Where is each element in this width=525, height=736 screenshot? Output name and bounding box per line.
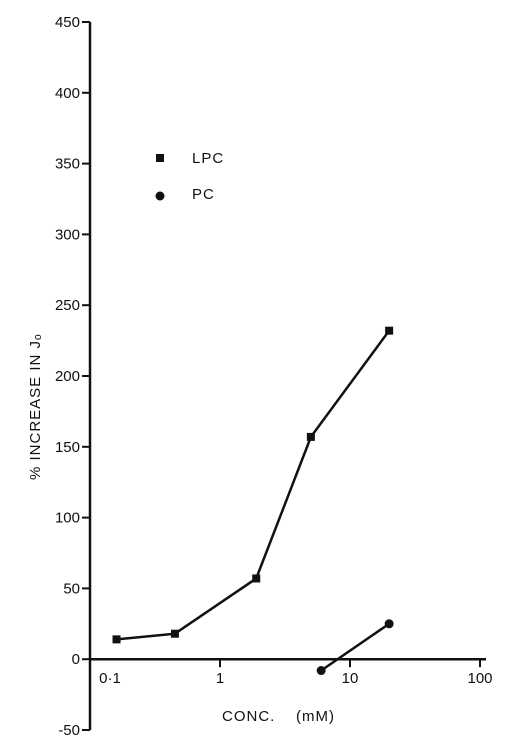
y-tick-label: 200 (55, 368, 80, 385)
x-axis-title: CONC. (mM) (222, 708, 335, 725)
y-tick-label: 350 (55, 156, 80, 173)
legend-pc-marker (155, 191, 165, 201)
data-point-lpc (112, 635, 121, 644)
y-axis-ticks: -50 0 50 100 150 200 250 300 350 400 450 (55, 14, 90, 736)
x-tick-label: 100 (467, 670, 492, 687)
x-axis-ticks: 0·1 1 10 100 (89, 659, 493, 687)
y-axis-title: % INCREASE IN Jₒ (27, 333, 44, 480)
series-line-lpc (116, 329, 391, 641)
y-tick-label: 0 (72, 651, 80, 668)
data-point-lpc (385, 326, 394, 335)
data-point-pc (384, 619, 394, 629)
x-tick-label: 1 (216, 670, 224, 687)
y-tick-label: 400 (55, 85, 80, 102)
y-tick-label: 250 (55, 297, 80, 314)
y-tick-label: 150 (55, 439, 80, 456)
legend: LPC PC (155, 150, 224, 203)
data-point-lpc (306, 432, 315, 441)
data-point-lpc (170, 629, 179, 638)
y-tick-label: 50 (63, 580, 80, 597)
data-point-lpc (252, 574, 261, 583)
y-tick-label: 450 (55, 14, 80, 31)
y-tick-label: -50 (58, 722, 80, 736)
y-tick-label: 100 (55, 510, 80, 527)
data-point-pc (316, 666, 326, 676)
legend-pc-label: PC (192, 186, 215, 203)
axes (88, 22, 486, 730)
series-layer (112, 326, 394, 676)
legend-lpc-label: LPC (192, 150, 224, 167)
x-tick-label: 0·1 (99, 670, 121, 687)
legend-lpc-marker (156, 154, 164, 162)
x-tick-label: 10 (342, 670, 359, 687)
y-tick-label: 300 (55, 226, 80, 243)
series-line-pc (320, 622, 390, 672)
